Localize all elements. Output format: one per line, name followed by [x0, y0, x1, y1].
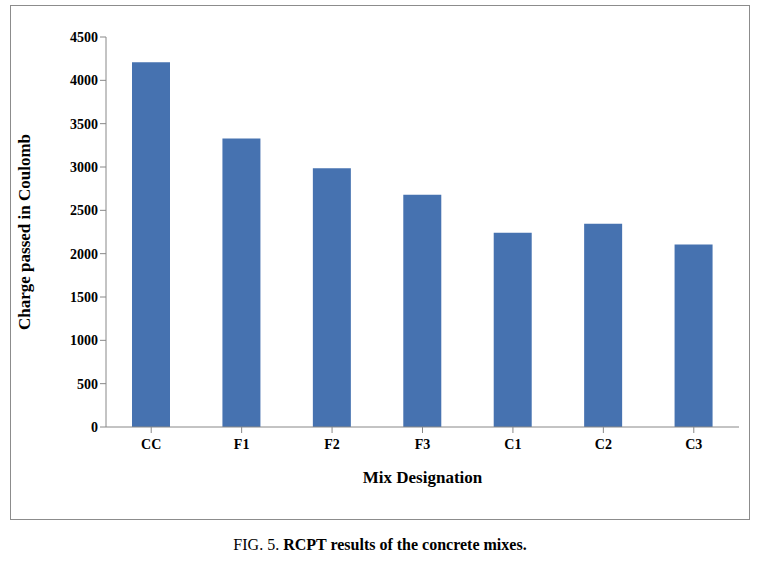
svg-text:C2: C2 — [595, 437, 612, 452]
svg-text:3500: 3500 — [70, 117, 98, 132]
svg-text:0: 0 — [91, 420, 98, 435]
svg-text:F2: F2 — [324, 437, 340, 452]
svg-text:2000: 2000 — [70, 247, 98, 262]
svg-text:1000: 1000 — [70, 333, 98, 348]
svg-text:2500: 2500 — [70, 203, 98, 218]
html-text:FIG. 5. RCPT results of the co: FIG. 5. RCPT results of the concrete mix… — [233, 536, 527, 553]
svg-text:C3: C3 — [685, 437, 702, 452]
svg-text:CC: CC — [141, 437, 161, 452]
svg-text:4500: 4500 — [70, 30, 98, 45]
svg-text:F3: F3 — [415, 437, 431, 452]
svg-text:3000: 3000 — [70, 160, 98, 175]
svg-text:F1: F1 — [234, 437, 250, 452]
svg-text:Charge passed in Coulomb: Charge passed in Coulomb — [15, 134, 34, 330]
svg-text:C1: C1 — [504, 437, 521, 452]
svg-text:1500: 1500 — [70, 290, 98, 305]
svg-text:4000: 4000 — [70, 73, 98, 88]
svg-text:Mix Designation: Mix Designation — [363, 468, 483, 487]
svg-text:500: 500 — [77, 377, 98, 392]
